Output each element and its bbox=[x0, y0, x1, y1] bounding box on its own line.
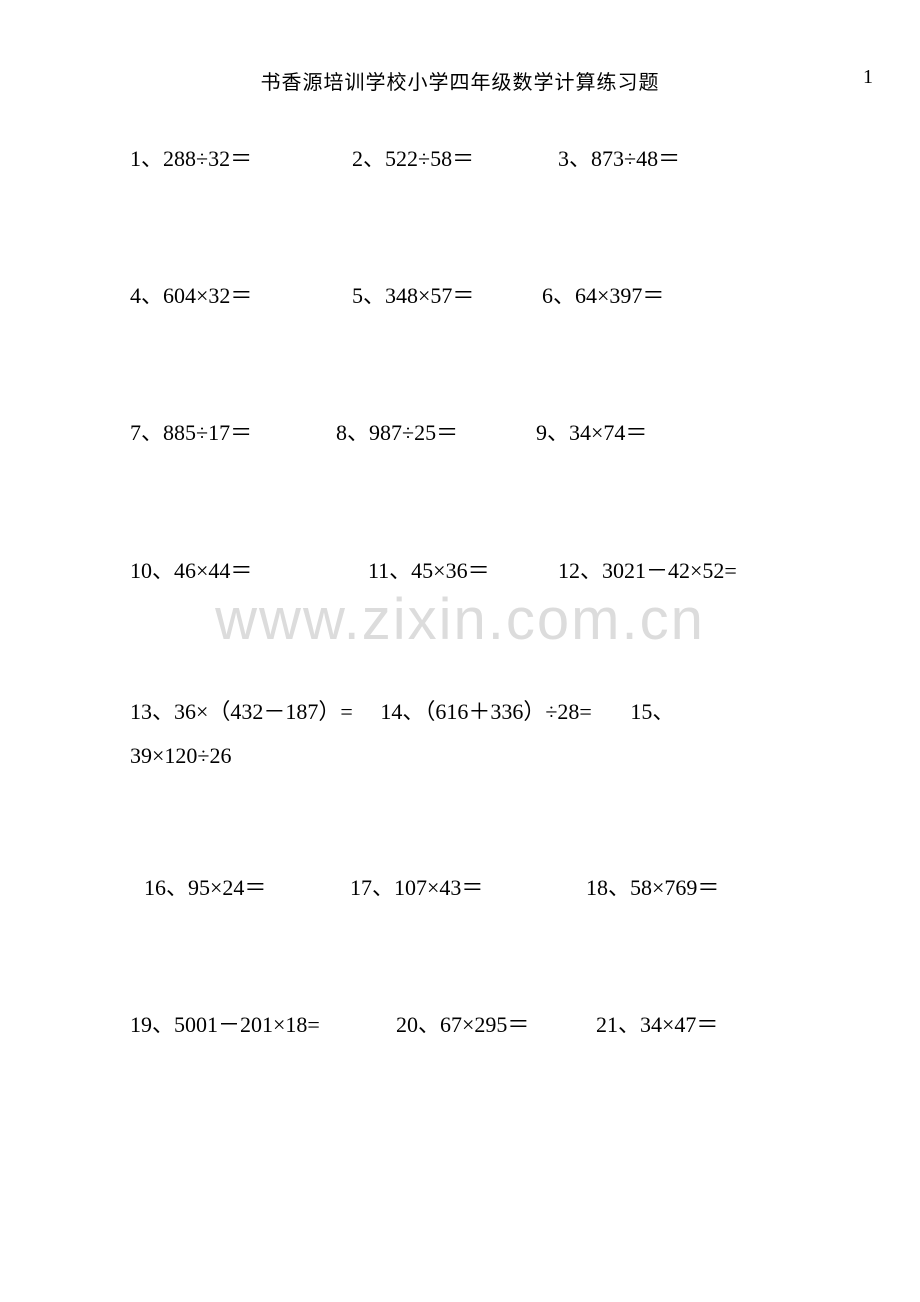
problem-row: 19、5001－201×18= 20、67×295＝ 21、34×47＝ bbox=[130, 1007, 790, 1042]
problem-item: 3、873÷48＝ bbox=[558, 141, 680, 176]
problem-item: 1、288÷32＝ bbox=[130, 141, 352, 176]
problem-item: 19、5001－201×18= bbox=[130, 1007, 396, 1042]
problem-item: 15、 bbox=[630, 699, 674, 724]
problem-item: 9、34×74＝ bbox=[536, 415, 647, 450]
problem-row: 16、95×24＝ 17、107×43＝ 18、58×769＝ bbox=[130, 870, 790, 905]
problem-item: 20、67×295＝ bbox=[396, 1007, 596, 1042]
problem-item: 6、64×397＝ bbox=[542, 278, 664, 313]
problem-item: 16、95×24＝ bbox=[144, 870, 350, 905]
problem-row: 10、46×44＝ 11、45×36＝ 12、3021－42×52= bbox=[130, 553, 790, 588]
problem-row: 7、885÷17＝ 8、987÷25＝ 9、34×74＝ bbox=[130, 415, 790, 450]
problem-item: 14、（616＋336）÷28= bbox=[380, 699, 591, 724]
problem-item: 10、46×44＝ bbox=[130, 553, 368, 588]
problem-item: 13、36×（432－187）= bbox=[130, 699, 353, 724]
problem-item: 21、34×47＝ bbox=[596, 1007, 718, 1042]
problem-item: 17、107×43＝ bbox=[350, 870, 586, 905]
problem-item: 18、58×769＝ bbox=[586, 870, 719, 905]
problem-item: 8、987÷25＝ bbox=[336, 415, 536, 450]
problem-item: 4、604×32＝ bbox=[130, 278, 352, 313]
problem-row-wrapped: 13、36×（432－187）= 14、（616＋336）÷28= 15、 39… bbox=[130, 690, 790, 778]
worksheet-page: 书香源培训学校小学四年级数学计算练习题 1 1、288÷32＝ 2、522÷58… bbox=[0, 0, 920, 1302]
problem-item bbox=[597, 699, 625, 724]
problem-item: 11、45×36＝ bbox=[368, 553, 558, 588]
header-title: 书香源培训学校小学四年级数学计算练习题 bbox=[261, 72, 660, 94]
problem-row: 1、288÷32＝ 2、522÷58＝ 3、873÷48＝ bbox=[130, 141, 790, 176]
problem-item: 39×120÷26 bbox=[130, 743, 231, 768]
problem-item: 5、348×57＝ bbox=[352, 278, 542, 313]
problem-item: 2、522÷58＝ bbox=[352, 141, 558, 176]
problem-item: 7、885÷17＝ bbox=[130, 415, 336, 450]
problem-row: 4、604×32＝ 5、348×57＝ 6、64×397＝ bbox=[130, 278, 790, 313]
page-number: 1 bbox=[863, 66, 874, 89]
problem-item: 12、3021－42×52= bbox=[558, 553, 737, 588]
problem-item bbox=[358, 699, 375, 724]
page-header: 书香源培训学校小学四年级数学计算练习题 1 bbox=[130, 66, 790, 95]
